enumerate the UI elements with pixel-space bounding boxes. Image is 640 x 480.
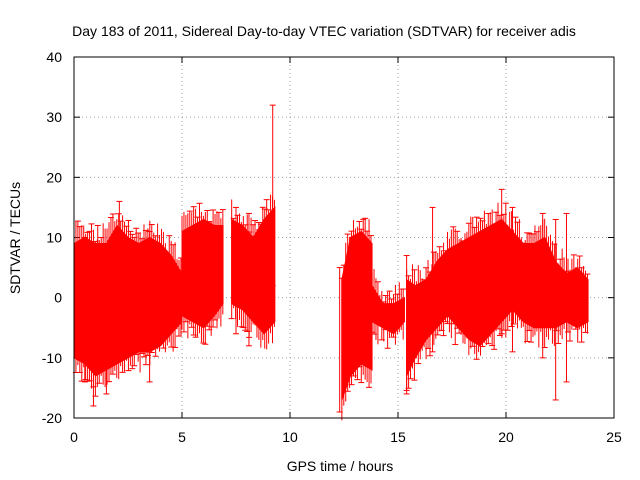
y-tick-label: 30 — [46, 109, 62, 125]
y-axis-label: SDTVAR / TECUs — [7, 182, 23, 294]
x-tick-label: 10 — [282, 429, 298, 445]
x-tick-label: 15 — [390, 429, 406, 445]
y-tick-label: 40 — [46, 49, 62, 65]
y-tick-label: 10 — [46, 230, 62, 246]
y-tick-label: 0 — [54, 290, 62, 306]
y-tick-label: 20 — [46, 169, 62, 185]
x-tick-label: 5 — [178, 429, 186, 445]
data-series — [72, 104, 591, 421]
x-tick-label: 25 — [606, 429, 622, 445]
y-tick-label: -10 — [42, 350, 62, 366]
x-tick-label: 20 — [498, 429, 514, 445]
x-axis-label: GPS time / hours — [287, 458, 394, 474]
y-tick-label: -20 — [42, 410, 62, 426]
chart-title: Day 183 of 2011, Sidereal Day-to-day VTE… — [72, 23, 576, 39]
x-tick-label: 0 — [70, 429, 78, 445]
plot-frame — [73, 56, 615, 419]
